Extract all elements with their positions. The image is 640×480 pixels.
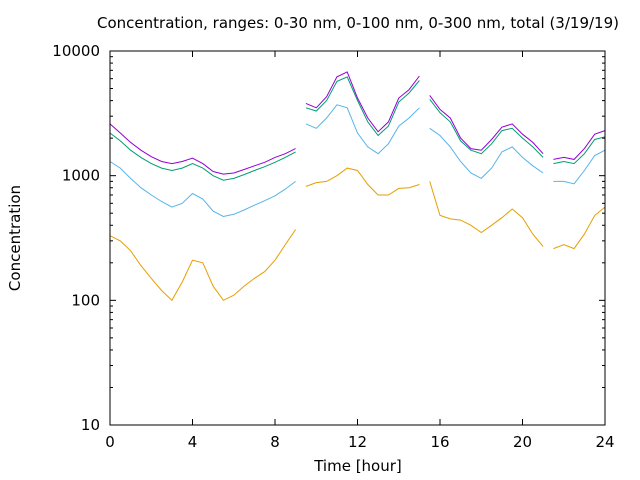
plot-frame xyxy=(109,50,606,426)
series-1-segment-2 xyxy=(429,127,544,180)
x-tick-label: 4 xyxy=(188,433,198,451)
series-2-segment-0 xyxy=(109,132,296,181)
y-tick-label: 1000 xyxy=(62,167,100,185)
x-tick-label: 16 xyxy=(430,433,449,451)
series-3-segment-2 xyxy=(429,95,544,155)
series-2-segment-2 xyxy=(429,98,544,158)
series-1-segment-1 xyxy=(305,104,420,155)
x-axis: 0 4 8 12 16 20 24 xyxy=(105,51,615,451)
series-1-segment-0 xyxy=(109,161,296,218)
chart-title: Concentration, ranges: 0-30 nm, 0-100 nm… xyxy=(97,14,619,32)
x-tick-label: 12 xyxy=(348,433,367,451)
series-0-segment-1 xyxy=(305,167,420,196)
series-0-segment-2 xyxy=(429,181,544,247)
x-tick-label: 8 xyxy=(270,433,280,451)
series-0-segment-3 xyxy=(553,206,606,250)
series-3-segment-3 xyxy=(553,130,606,160)
series-2-segment-1 xyxy=(305,76,420,137)
x-tick-label: 24 xyxy=(595,433,614,451)
y-tick-label: 10000 xyxy=(52,42,100,60)
series-3-segment-1 xyxy=(305,71,420,133)
y-tick-label: 100 xyxy=(71,291,100,309)
x-tick-label: 20 xyxy=(513,433,532,451)
series-0-segment-0 xyxy=(109,229,297,302)
series-2-segment-3 xyxy=(553,136,606,165)
x-tick-label: 0 xyxy=(105,433,115,451)
series-1-segment-3 xyxy=(553,149,606,185)
y-axis: 10 100 1000 10000 xyxy=(52,42,605,434)
x-axis-label: Time [hour] xyxy=(313,457,402,475)
y-tick-label: 10 xyxy=(81,416,100,434)
y-axis-label: Concentration xyxy=(6,185,24,291)
plot-lines xyxy=(109,71,606,302)
series-3-segment-0 xyxy=(109,123,296,175)
